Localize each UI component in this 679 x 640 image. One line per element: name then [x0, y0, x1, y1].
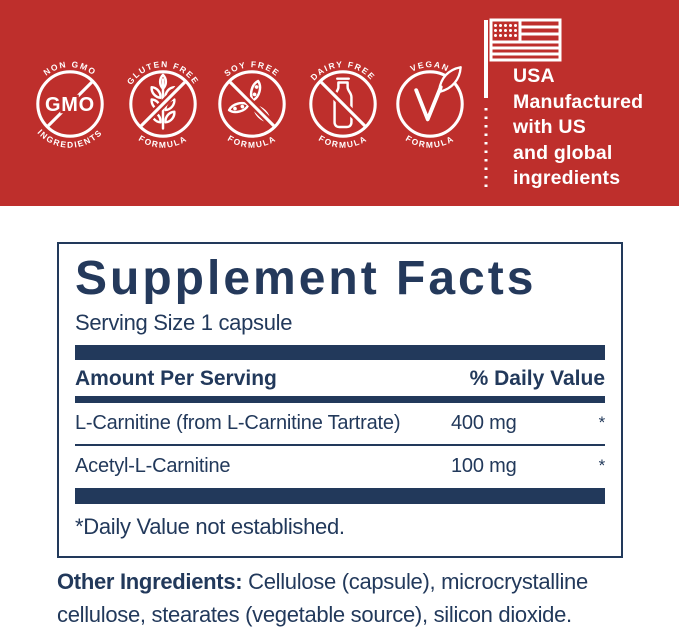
usa-origin-text: USA Manufactured with US and global ingr… — [513, 64, 643, 192]
wheat-icon: GLUTEN FREE FORMULA — [125, 59, 200, 150]
usa-line: with US — [513, 116, 586, 138]
row-divider — [75, 444, 605, 446]
ingredient-name: L-Carnitine (from L-Carnitine Tartrate) — [75, 412, 401, 434]
soy-pod-icon: SOY FREE FORMULA — [218, 59, 286, 150]
badge-dairy-free: DAIRY FREE FORMULA — [297, 58, 389, 150]
us-flag-icon — [482, 18, 568, 194]
table-row: Acetyl-L-Carnitine 100 mg * — [75, 446, 605, 487]
table-row: L-Carnitine (from L-Carnitine Tartrate) … — [75, 403, 605, 444]
ingredient-name: Acetyl-L-Carnitine — [75, 455, 231, 477]
amount-per-serving-header: Amount Per Serving — [75, 367, 277, 390]
vegan-check-leaf-icon: VEGAN FORMULA — [396, 59, 464, 150]
daily-value-footnote: *Daily Value not established. — [75, 514, 345, 539]
other-ingredients-line1: Cellulose (capsule), microcrystalline — [248, 569, 588, 594]
svg-text:NON GMO: NON GMO — [41, 59, 98, 77]
serving-size: Serving Size 1 capsule — [75, 310, 293, 335]
badge-non-gmo: NON GMO INGREDIENTS GMO — [24, 58, 116, 150]
divider-medium — [75, 396, 605, 403]
ingredient-amount: 100 mg — [451, 455, 517, 477]
ingredient-dv: * — [598, 456, 606, 475]
other-ingredients: Other Ingredients: Cellulose (capsule), … — [57, 565, 657, 631]
daily-value-header: % Daily Value — [469, 367, 605, 390]
usa-line: ingredients — [513, 167, 621, 189]
milk-bottle-icon: DAIRY FREE FORMULA — [308, 59, 377, 150]
usa-line: and global — [513, 141, 613, 164]
divider-thick-top — [75, 345, 605, 360]
ingredient-amount: 400 mg — [451, 412, 517, 434]
other-ingredients-line2: cellulose, stearates (vegetable source),… — [57, 602, 572, 627]
svg-text:INGREDIENTS: INGREDIENTS — [36, 127, 105, 150]
usa-line: Manufactured — [513, 90, 644, 113]
badge-vegan: VEGAN FORMULA — [384, 58, 476, 150]
red-banner: NON GMO INGREDIENTS GMO GLUTEN FREE FORM… — [0, 0, 679, 206]
svg-text:VEGAN: VEGAN — [409, 59, 452, 73]
other-ingredients-label: Other Ingredients: — [57, 569, 243, 594]
usa-line: USA — [513, 65, 555, 87]
supplement-facts-panel: Supplement Facts Serving Size 1 capsule … — [57, 242, 623, 558]
badge-gluten-free: GLUTEN FREE FORMULA — [117, 58, 209, 150]
table-header-row: Amount Per Serving % Daily Value — [75, 360, 605, 396]
divider-thick-bottom — [75, 488, 605, 504]
svg-text:SOY FREE: SOY FREE — [222, 59, 282, 78]
panel-title: Supplement Facts — [75, 252, 537, 305]
ingredient-dv: * — [598, 413, 606, 432]
svg-text:GMO: GMO — [45, 94, 95, 116]
non-gmo-icon: NON GMO INGREDIENTS GMO — [36, 59, 105, 150]
badge-soy-free: SOY FREE FORMULA — [206, 58, 298, 150]
